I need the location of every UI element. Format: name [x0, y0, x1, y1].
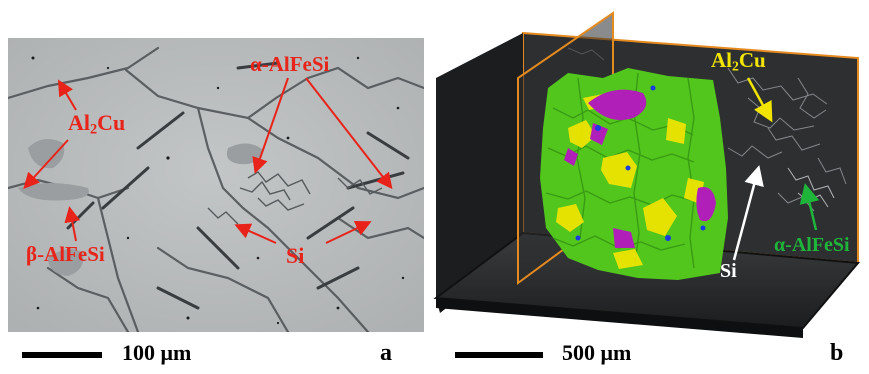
scale-bar-b: [455, 352, 543, 358]
arrow-al2cu-b: [746, 77, 773, 123]
arrow-al2cu-up: [57, 79, 77, 111]
label-al2cu-b: Al2Cu: [711, 48, 766, 74]
label-alpha-alfesi-b: α-AlFeSi: [774, 234, 850, 256]
panel-tag-b: b: [830, 340, 844, 366]
label-al2cu-a: Al2Cu: [68, 110, 126, 138]
label-alpha-alfesi-a: α-AlFeSi: [250, 52, 330, 76]
arrow-al2cu-down: [23, 139, 69, 189]
annotation-arrows-a: [23, 77, 393, 244]
arrow-si-b: [732, 165, 764, 261]
micrograph-panel-a: Al2Cu α-AlFeSi β-AlFeSi Si: [8, 38, 424, 332]
label-si-b: Si: [720, 260, 737, 282]
label-si-a: Si: [286, 243, 305, 268]
arrow-si-2: [325, 220, 372, 244]
reconstruction-panel-b: Al2Cu Si α-AlFeSi: [428, 8, 866, 338]
arrow-alpha-2: [305, 77, 393, 190]
micrograph-texture: [8, 38, 424, 332]
scale-bar-a: [22, 352, 102, 358]
scale-text-a: 100 μm: [122, 340, 192, 365]
label-beta-alfesi-a: β-AlFeSi: [26, 242, 105, 266]
arrow-alpha-b: [799, 183, 820, 231]
arrow-si-1: [234, 223, 277, 244]
panel-tag-a: a: [380, 340, 392, 366]
arrow-alpha-1: [252, 77, 289, 174]
tomography-volume: [433, 11, 861, 338]
arrow-beta: [64, 206, 81, 242]
scale-text-b: 500 μm: [562, 340, 632, 365]
